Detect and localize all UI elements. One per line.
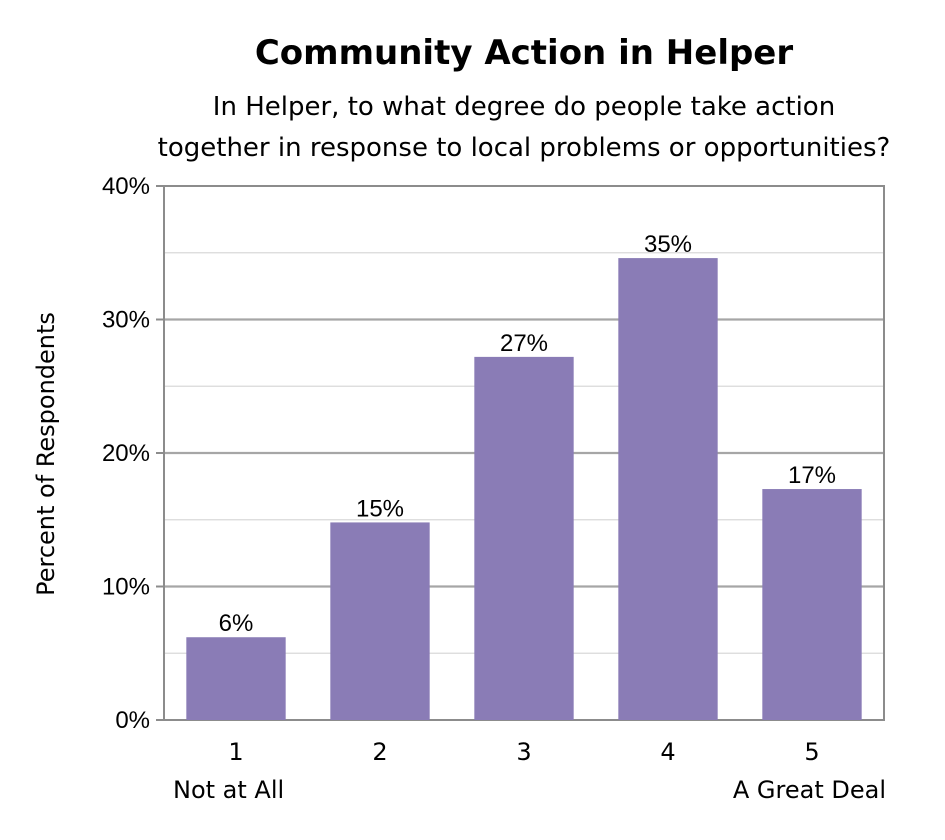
x-tick-label: 2 — [372, 738, 387, 766]
data-label: 27% — [500, 330, 548, 357]
x-tick-label: 1 — [228, 738, 243, 766]
y-tick-label: 20% — [102, 440, 150, 467]
data-label: 17% — [788, 462, 836, 489]
data-label: 35% — [644, 231, 692, 258]
y-tick-label: 0% — [115, 707, 150, 734]
data-label: 6% — [219, 610, 254, 637]
y-axis-label: Percent of Respondents — [32, 312, 60, 596]
y-tick-label: 30% — [102, 307, 150, 334]
x-tick-label: 4 — [660, 738, 675, 766]
plot-area: 0% 10% 20% 30% 40% 6% 1 Not at All 15% 2 27% 3 35% 4 1… — [102, 173, 886, 804]
bar-5 — [762, 489, 862, 720]
chart-subtitle-line-2: together in response to local problems o… — [158, 133, 891, 163]
bar-2 — [330, 522, 430, 720]
bar-1 — [186, 637, 286, 720]
chart-title: Community Action in Helper — [255, 33, 794, 73]
chart-subtitle-line-1: In Helper, to what degree do people take… — [213, 92, 835, 122]
bar-4 — [618, 258, 718, 720]
y-tick-label: 40% — [102, 173, 150, 200]
x-tick-label: 5 — [804, 738, 819, 766]
data-label: 15% — [356, 495, 404, 522]
x-tick-sublabel: Not at All — [173, 776, 284, 804]
y-tick-label: 10% — [102, 574, 150, 601]
bar-3 — [474, 356, 574, 720]
x-tick-label: 3 — [516, 738, 531, 766]
x-tick-sublabel: A Great Deal — [733, 776, 886, 804]
